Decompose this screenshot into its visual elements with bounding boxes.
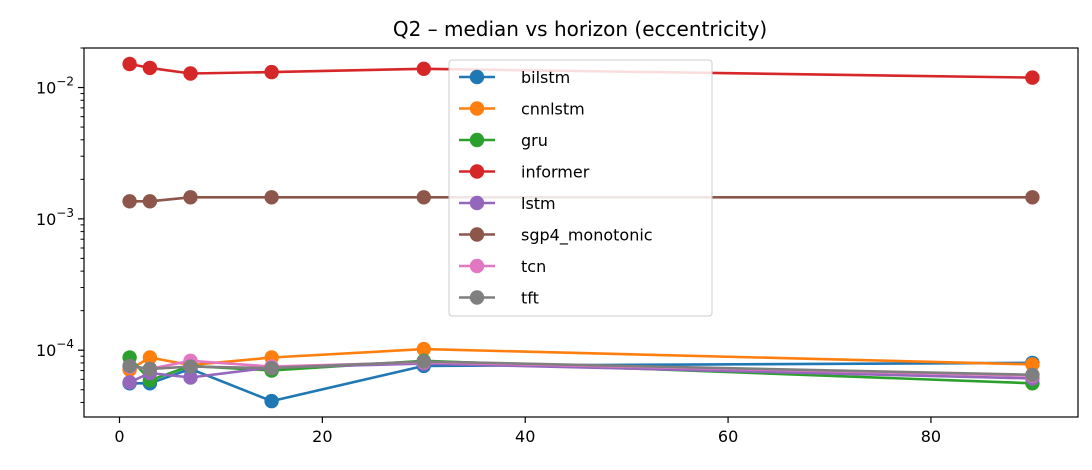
legend-label: cnnlstm [521, 100, 585, 119]
legend-marker [469, 227, 485, 242]
data-point-cnnlstm [1025, 357, 1040, 372]
legend-marker [469, 164, 485, 179]
legend-marker [469, 69, 485, 85]
chart-title: Q2 – median vs horizon (eccentricity) [393, 17, 767, 41]
data-point-informer [1025, 70, 1040, 85]
legend-item-tft: tft [459, 289, 539, 308]
y-tick-label: 10−2 [36, 75, 74, 98]
data-point-sgp4_monotonic [183, 190, 198, 205]
data-point-sgp4_monotonic [416, 190, 431, 205]
plot-area [122, 56, 1040, 409]
data-point-informer [142, 60, 158, 76]
legend-label: tcn [521, 257, 546, 276]
legend-item-informer: informer [459, 163, 590, 182]
axes: 0 20 40 60 80 10−4 10−3 10−2 [36, 47, 1079, 446]
x-tick-label: 60 [718, 427, 738, 446]
data-point-bilstm [264, 393, 279, 409]
y-tick-label: 10−3 [36, 206, 74, 229]
series-tft [122, 354, 1040, 382]
series-gru [122, 350, 1040, 391]
x-tick-label: 80 [921, 427, 941, 446]
data-point-sgp4_monotonic [142, 194, 158, 209]
data-point-sgp4_monotonic [122, 194, 137, 209]
data-point-cnnlstm [416, 341, 431, 357]
legend-item-sgp4_monotonic: sgp4_monotonic [459, 226, 653, 246]
legend-label: sgp4_monotonic [521, 226, 653, 246]
data-point-tft [264, 360, 279, 376]
legend-marker [469, 195, 485, 211]
legend-item-lstm: lstm [459, 194, 556, 213]
legend-label: lstm [521, 194, 556, 213]
y-tick-label: 10−4 [36, 337, 74, 360]
data-point-cnnlstm [142, 350, 158, 365]
data-point-tft [142, 361, 158, 377]
data-point-informer [264, 64, 279, 80]
legend-label: tft [521, 289, 539, 308]
data-point-informer [183, 66, 198, 81]
legend-label: informer [521, 163, 590, 182]
legend-item-gru: gru [459, 131, 548, 150]
series-bilstm [122, 355, 1040, 409]
data-point-lstm [122, 375, 137, 390]
data-point-lstm [183, 370, 198, 385]
x-tick-label: 20 [312, 427, 332, 446]
data-point-tft [122, 358, 137, 374]
legend-marker [469, 258, 485, 274]
legend-label: bilstm [521, 68, 570, 87]
x-tick-label: 40 [515, 427, 535, 446]
axes-frame [83, 47, 1079, 418]
legend: bilstm cnnlstm gru informer lstm sgp4_monoton… [448, 59, 713, 317]
legend-marker [469, 290, 485, 305]
legend-box [448, 59, 713, 317]
data-point-informer [122, 56, 137, 72]
data-point-informer [416, 61, 431, 76]
legend-marker [469, 101, 485, 116]
legend-marker [469, 132, 485, 148]
x-tick-label: 0 [114, 427, 124, 446]
legend-item-bilstm: bilstm [459, 68, 570, 87]
legend-item-tcn: tcn [459, 257, 546, 276]
legend-item-cnnlstm: cnnlstm [459, 100, 585, 119]
data-point-tft [416, 354, 431, 369]
data-point-sgp4_monotonic [1025, 190, 1040, 205]
data-point-tft [183, 359, 198, 374]
data-point-sgp4_monotonic [264, 190, 279, 205]
legend-label: gru [521, 131, 548, 150]
data-point-tft [1025, 367, 1040, 382]
